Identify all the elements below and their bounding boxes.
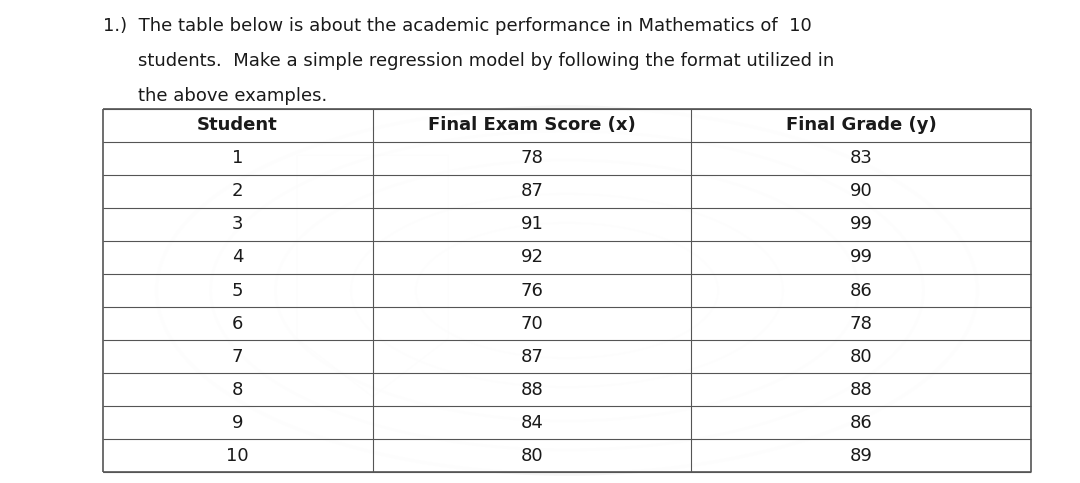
Text: 87: 87: [521, 348, 543, 366]
Text: 1: 1: [232, 149, 243, 167]
Text: 87: 87: [521, 183, 543, 200]
Text: 2: 2: [232, 183, 243, 200]
Text: 84: 84: [521, 414, 543, 432]
Text: students.  Make a simple regression model by following the format utilized in: students. Make a simple regression model…: [138, 52, 835, 70]
Text: 88: 88: [521, 381, 543, 398]
Text: 9: 9: [232, 414, 243, 432]
Text: 80: 80: [850, 348, 873, 366]
Bar: [103, 109, 1031, 472]
Text: 7: 7: [232, 348, 243, 366]
Text: 78: 78: [521, 149, 543, 167]
Text: 83: 83: [850, 149, 873, 167]
Text: 86: 86: [850, 282, 873, 299]
Text: 80: 80: [521, 447, 543, 465]
Text: 10: 10: [227, 447, 248, 465]
Text: 3: 3: [232, 215, 243, 233]
Text: 5: 5: [232, 282, 243, 299]
Text: the above examples.: the above examples.: [138, 87, 327, 105]
Text: Student: Student: [198, 116, 278, 134]
Text: 92: 92: [521, 248, 543, 267]
Text: 86: 86: [850, 414, 873, 432]
Text: 89: 89: [850, 447, 873, 465]
Text: Final Grade (y): Final Grade (y): [786, 116, 936, 134]
Text: 99: 99: [850, 248, 873, 267]
Text: 99: 99: [850, 215, 873, 233]
Text: Final Exam Score (x): Final Exam Score (x): [428, 116, 636, 134]
Text: 1.)  The table below is about the academic performance in Mathematics of  10: 1.) The table below is about the academi…: [103, 17, 811, 35]
Text: 70: 70: [521, 314, 543, 333]
Text: 78: 78: [850, 314, 873, 333]
Text: 8: 8: [232, 381, 243, 398]
Text: 88: 88: [850, 381, 873, 398]
Text: 6: 6: [232, 314, 243, 333]
Text: 90: 90: [850, 183, 873, 200]
Text: 91: 91: [521, 215, 543, 233]
Text: 76: 76: [521, 282, 543, 299]
Text: 4: 4: [232, 248, 243, 267]
